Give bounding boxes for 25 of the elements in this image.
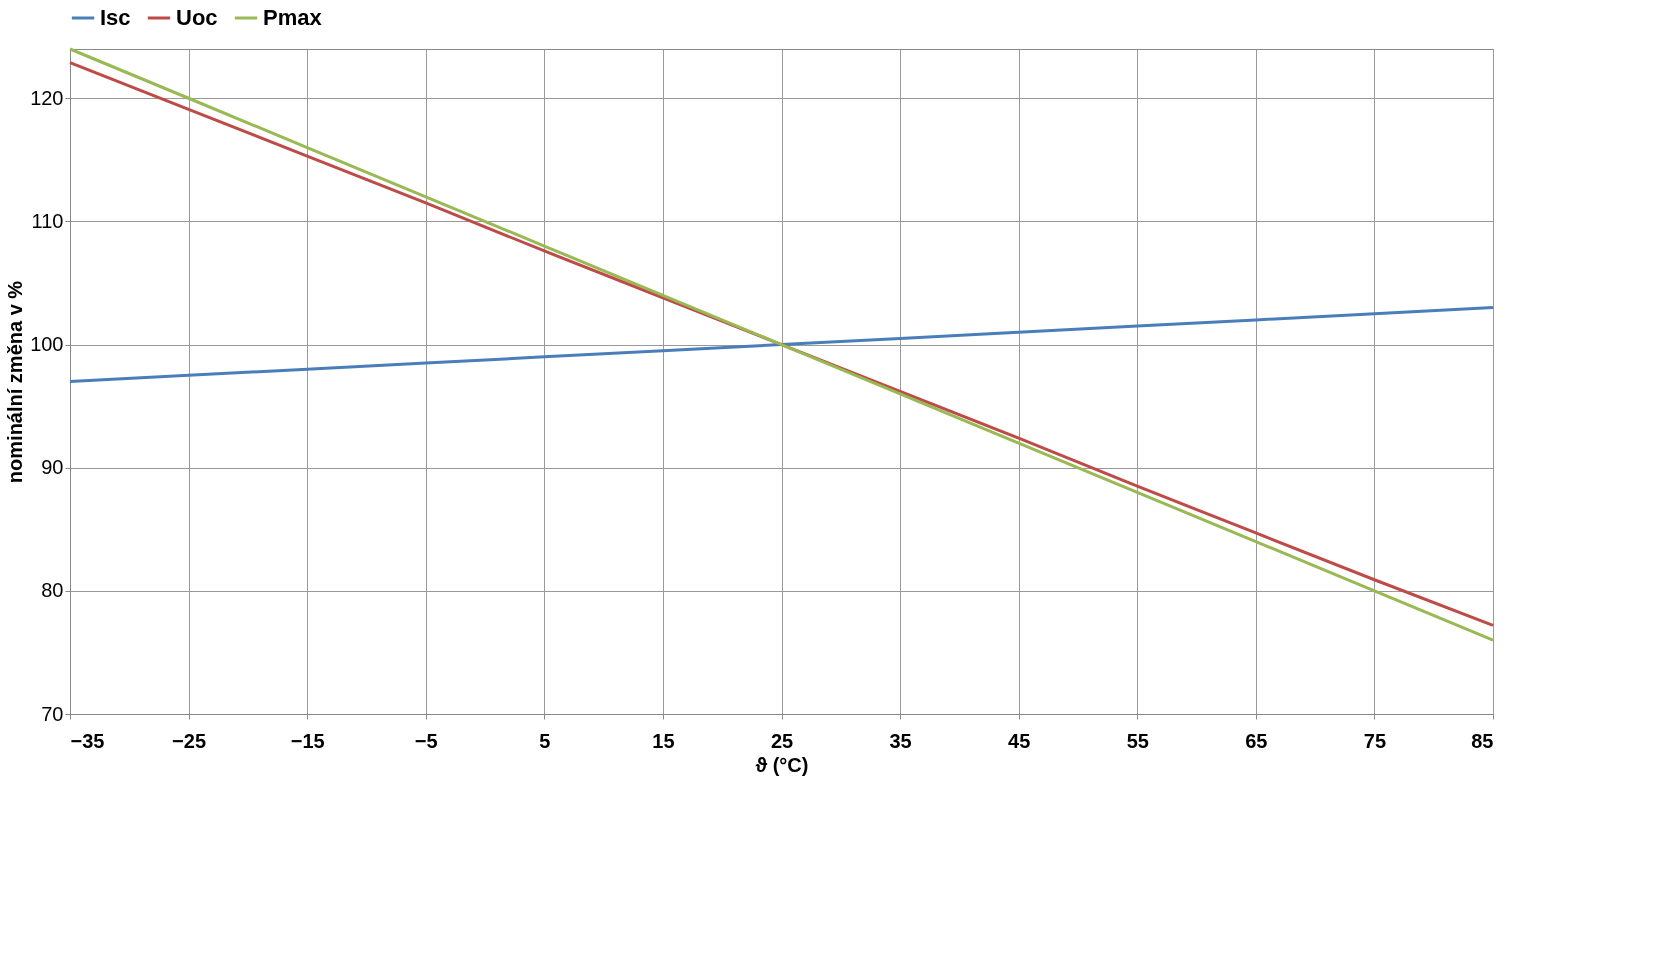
y-tick-label: 90	[41, 456, 64, 479]
x-tick-label: 75	[1363, 729, 1387, 752]
x-tick-label: 85	[1471, 729, 1494, 752]
x-tick-label: −25	[172, 729, 207, 752]
x-tick-label: 35	[889, 729, 912, 752]
y-tick-label: 100	[30, 333, 64, 356]
y-tick-label: 110	[31, 209, 64, 232]
x-tick-label: 55	[1126, 729, 1149, 752]
x-tick-label: 25	[770, 729, 794, 752]
x-tick-label: −15	[290, 729, 325, 752]
y-tick-label: 70	[41, 702, 64, 725]
legend-label: Pmax	[263, 5, 323, 30]
x-axis-title: ϑ (°C)	[755, 753, 809, 776]
y-tick-label: 80	[41, 579, 64, 602]
x-tick-label: 15	[652, 729, 675, 752]
y-tick-label: 120	[30, 86, 64, 109]
x-tick-label: −5	[414, 729, 438, 752]
x-tick-label: 65	[1245, 729, 1268, 752]
x-tick-label: −35	[70, 729, 105, 752]
y-axis-title: nominální změna v %	[4, 280, 27, 484]
legend-label: Uoc	[176, 5, 218, 30]
x-tick-label: 5	[539, 729, 551, 752]
line-series	[68, 306, 1495, 383]
x-tick-label: 45	[1008, 729, 1031, 752]
legend-label: Isc	[100, 5, 131, 30]
